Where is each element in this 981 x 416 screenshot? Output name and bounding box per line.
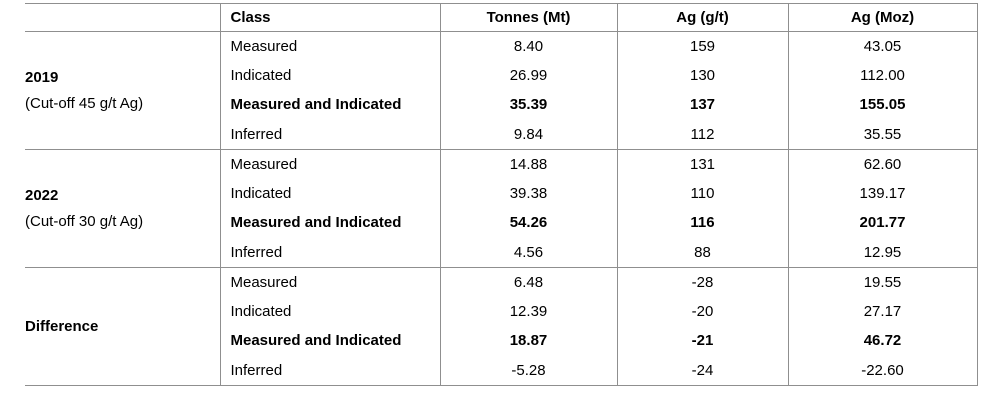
ag-grade-cell: 88 (616, 238, 788, 268)
ag-grade-cell: 159 (616, 31, 788, 61)
ag-grade-cell: 110 (616, 179, 788, 209)
group-year: 2022 (25, 186, 59, 204)
corner-cell (25, 3, 220, 32)
col-header-tonnes: Tonnes (Mt) (439, 3, 617, 32)
group-label-2022: 2022 (Cut-off 30 g/t Ag) (25, 149, 220, 268)
ag-ounces-cell: 62.60 (787, 149, 978, 179)
group-2022: 2022 (Cut-off 30 g/t Ag) Measured 14.88 … (25, 149, 978, 268)
group-cutoff: (Cut-off 45 g/t Ag) (25, 94, 144, 112)
tonnes-cell: 26.99 (439, 61, 617, 91)
group-2019: 2019 (Cut-off 45 g/t Ag) Measured 8.40 1… (25, 31, 978, 150)
class-cell: Inferred (219, 238, 440, 268)
tonnes-cell: 54.26 (439, 208, 617, 238)
ag-grade-cell: -21 (616, 326, 788, 356)
table-row: Difference Measured 6.48 -28 19.55 (25, 267, 978, 386)
tonnes-cell: 9.84 (439, 120, 617, 150)
col-header-class: Class (219, 3, 440, 32)
table-row: Inferred 4.56 88 12.95 (25, 238, 978, 268)
group-label-difference: Difference (25, 267, 220, 386)
ag-grade-cell: -20 (616, 297, 788, 327)
ag-grade-cell: 131 (616, 149, 788, 179)
group-label-2019: 2019 (Cut-off 45 g/t Ag) (25, 31, 220, 150)
table-row: 2022 (Cut-off 30 g/t Ag) Measured 14.88 … (25, 149, 978, 268)
class-cell: Measured (219, 149, 440, 179)
table-row-subtotal: Measured and Indicated 35.39 137 155.05 (25, 90, 978, 120)
group-title: Difference (25, 317, 99, 335)
class-cell: Inferred (219, 120, 440, 150)
resource-estimate-table: Class Tonnes (Mt) Ag (g/t) Ag (Moz) 2019… (25, 3, 978, 386)
class-cell: Indicated (219, 61, 440, 91)
group-year: 2019 (25, 68, 59, 86)
ag-grade-cell: -28 (616, 267, 788, 297)
table-header: Class Tonnes (Mt) Ag (g/t) Ag (Moz) (25, 3, 978, 32)
tonnes-cell: 8.40 (439, 31, 617, 61)
class-cell: Measured (219, 267, 440, 297)
table-row: Indicated 26.99 130 112.00 (25, 61, 978, 91)
ag-ounces-cell: 19.55 (787, 267, 978, 297)
tonnes-cell: 6.48 (439, 267, 617, 297)
ag-grade-cell: 112 (616, 120, 788, 150)
ag-ounces-cell: 27.17 (787, 297, 978, 327)
col-header-ag-grade: Ag (g/t) (616, 3, 788, 32)
ag-grade-cell: 137 (616, 90, 788, 120)
tonnes-cell: 18.87 (439, 326, 617, 356)
tonnes-cell: 4.56 (439, 238, 617, 268)
ag-ounces-cell: 12.95 (787, 238, 978, 268)
tonnes-cell: 35.39 (439, 90, 617, 120)
class-cell: Measured and Indicated (219, 90, 440, 120)
table-row: Indicated 12.39 -20 27.17 (25, 297, 978, 327)
table-row: Inferred -5.28 -24 -22.60 (25, 356, 978, 386)
class-cell: Measured and Indicated (219, 326, 440, 356)
tonnes-cell: -5.28 (439, 356, 617, 386)
class-cell: Indicated (219, 297, 440, 327)
class-cell: Measured (219, 31, 440, 61)
ag-ounces-cell: 35.55 (787, 120, 978, 150)
header-row: Class Tonnes (Mt) Ag (g/t) Ag (Moz) (25, 3, 978, 32)
class-cell: Indicated (219, 179, 440, 209)
ag-ounces-cell: 155.05 (787, 90, 978, 120)
ag-ounces-cell: 43.05 (787, 31, 978, 61)
table-row-subtotal: Measured and Indicated 54.26 116 201.77 (25, 208, 978, 238)
tonnes-cell: 39.38 (439, 179, 617, 209)
tonnes-cell: 14.88 (439, 149, 617, 179)
ag-ounces-cell: -22.60 (787, 356, 978, 386)
document-page: Class Tonnes (Mt) Ag (g/t) Ag (Moz) 2019… (0, 3, 981, 416)
class-cell: Measured and Indicated (219, 208, 440, 238)
ag-ounces-cell: 112.00 (787, 61, 978, 91)
ag-grade-cell: 130 (616, 61, 788, 91)
table-row: 2019 (Cut-off 45 g/t Ag) Measured 8.40 1… (25, 31, 978, 150)
tonnes-cell: 12.39 (439, 297, 617, 327)
group-difference: Difference Measured 6.48 -28 19.55 Indic… (25, 267, 978, 386)
col-header-ag-ounces: Ag (Moz) (787, 3, 978, 32)
group-cutoff: (Cut-off 30 g/t Ag) (25, 212, 144, 230)
ag-ounces-cell: 46.72 (787, 326, 978, 356)
ag-grade-cell: 116 (616, 208, 788, 238)
table-row-subtotal: Measured and Indicated 18.87 -21 46.72 (25, 326, 978, 356)
ag-ounces-cell: 139.17 (787, 179, 978, 209)
ag-ounces-cell: 201.77 (787, 208, 978, 238)
table-row: Inferred 9.84 112 35.55 (25, 120, 978, 150)
ag-grade-cell: -24 (616, 356, 788, 386)
table-row: Indicated 39.38 110 139.17 (25, 179, 978, 209)
class-cell: Inferred (219, 356, 440, 386)
